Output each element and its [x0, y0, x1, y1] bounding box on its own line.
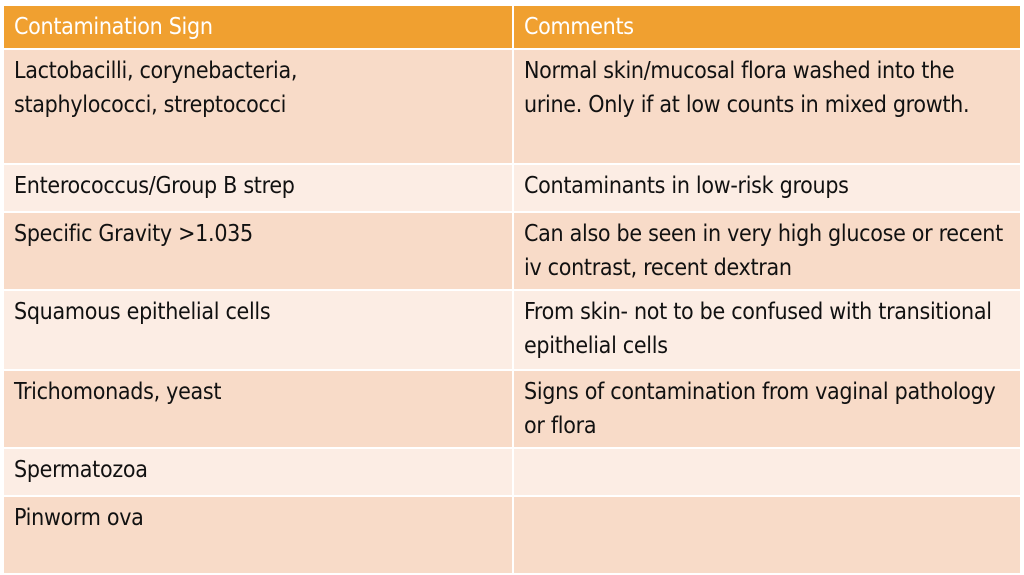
comment-cell: From skin- not to be confused with trans…: [512, 289, 1022, 371]
table-row: Trichomonads, yeast Signs of contaminati…: [2, 369, 1022, 449]
sign-cell: Trichomonads, yeast: [2, 369, 514, 449]
header-row: Contamination Sign Comments: [2, 4, 1022, 50]
sign-cell: Spermatozoa: [2, 447, 514, 497]
comment-cell: [512, 495, 1022, 575]
comment-cell: Can also be seen in very high glucose or…: [512, 211, 1022, 291]
table-row: Specific Gravity >1.035 Can also be seen…: [2, 211, 1022, 291]
header-comments: Comments: [512, 4, 1022, 50]
sign-cell: Pinworm ova: [2, 495, 514, 575]
sign-cell: Lactobacilli, corynebacteria, staphyloco…: [2, 48, 514, 165]
sign-cell: Squamous epithelial cells: [2, 289, 514, 371]
table-row: Enterococcus/Group B strep Contaminants …: [2, 163, 1022, 213]
table-row: Pinworm ova: [2, 495, 1022, 575]
header-contamination-sign: Contamination Sign: [2, 4, 514, 50]
sign-cell: Enterococcus/Group B strep: [2, 163, 514, 213]
table-row: Squamous epithelial cells From skin- not…: [2, 289, 1022, 371]
comment-cell: Normal skin/mucosal flora washed into th…: [512, 48, 1022, 165]
contamination-table: Contamination Sign Comments Lactobacilli…: [2, 4, 1022, 575]
comment-cell: [512, 447, 1022, 497]
comment-cell: Contaminants in low-risk groups: [512, 163, 1022, 213]
sign-cell: Specific Gravity >1.035: [2, 211, 514, 291]
table-row: Spermatozoa: [2, 447, 1022, 497]
table-row: Lactobacilli, corynebacteria, staphyloco…: [2, 48, 1022, 165]
comment-cell: Signs of contamination from vaginal path…: [512, 369, 1022, 449]
